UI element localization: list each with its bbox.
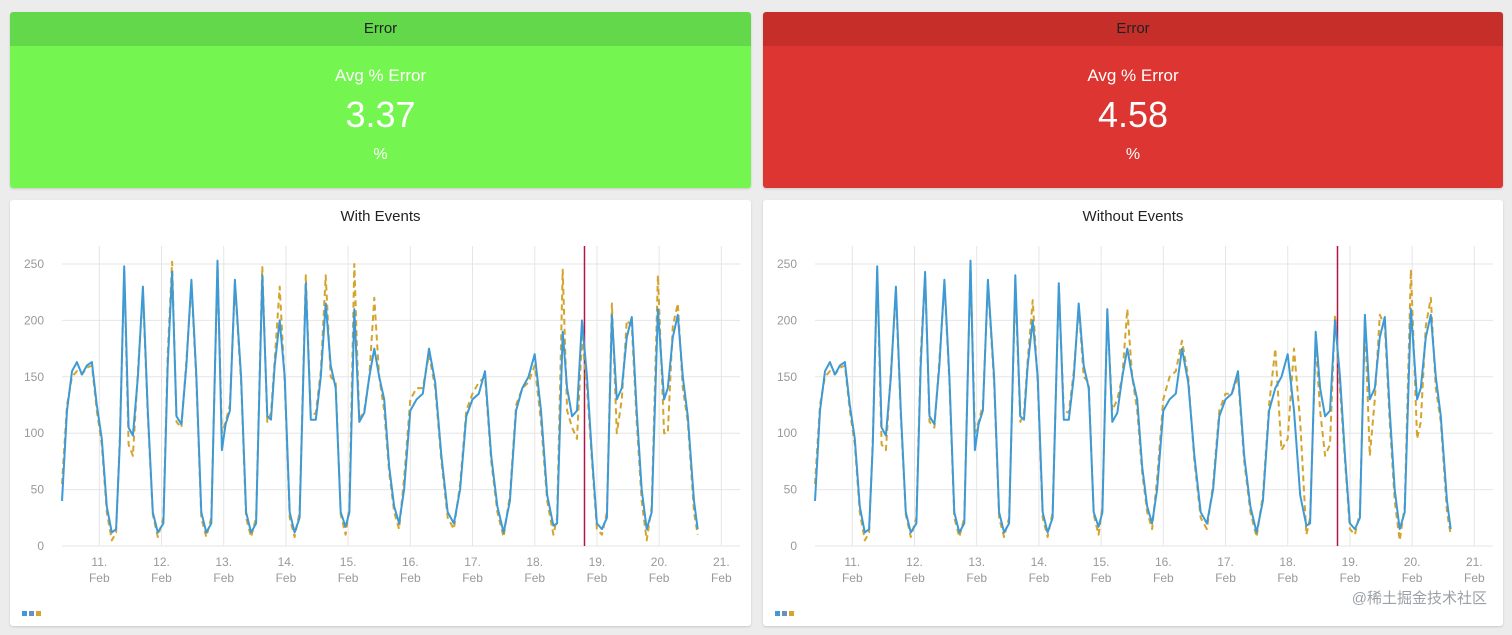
card-header: Error	[763, 12, 1503, 46]
x-tick-label-month: Feb	[1153, 571, 1174, 585]
x-tick-label: 18.	[1279, 555, 1296, 569]
card-body: Avg % Error 4.58 %	[763, 46, 1503, 188]
legend-dot-1[interactable]	[775, 611, 780, 616]
x-tick-label-month: Feb	[711, 571, 732, 585]
card-label: Avg % Error	[334, 66, 427, 85]
chart-svg: 0 50 100 150 200 250 11. Feb 12. Feb 13. Feb 14. Feb 1…	[24, 246, 740, 585]
x-tick-label-month: Feb	[1464, 571, 1485, 585]
error-card-left: Error Avg % Error 3.37 %	[10, 12, 751, 188]
y-tick-label: 150	[24, 370, 44, 384]
x-tick-label-month: Feb	[213, 571, 234, 585]
x-tick-label: 15.	[340, 555, 357, 569]
series-line-solid	[61, 259, 699, 534]
x-tick-label-month: Feb	[1215, 571, 1236, 585]
x-tick-label-month: Feb	[904, 571, 925, 585]
y-tick-label: 50	[31, 483, 45, 497]
legend-dot-3[interactable]	[789, 611, 794, 616]
x-tick-label: 21.	[1466, 555, 1483, 569]
x-tick-label-month: Feb	[338, 571, 359, 585]
x-tick-label: 14.	[1031, 555, 1048, 569]
x-tick-label-month: Feb	[1402, 571, 1423, 585]
x-tick-label-month: Feb	[89, 571, 110, 585]
y-tick-label: 100	[777, 426, 797, 440]
chart-svg: 0 50 100 150 200 250 11. Feb 12. Feb 13. Feb 14. Feb 1…	[777, 246, 1493, 585]
x-tick-label: 17.	[464, 555, 481, 569]
x-tick-label: 16.	[1155, 555, 1172, 569]
y-tick-label: 0	[37, 539, 44, 553]
y-tick-label: 50	[784, 483, 798, 497]
x-tick-label: 19.	[1342, 555, 1359, 569]
x-tick-label-month: Feb	[966, 571, 987, 585]
card-label: Avg % Error	[1087, 66, 1179, 85]
x-tick-label: 14.	[278, 555, 295, 569]
y-tick-label: 0	[790, 539, 797, 553]
y-tick-label: 250	[777, 257, 797, 271]
card-body: Avg % Error 3.37 %	[10, 46, 751, 188]
series-line-solid	[814, 259, 1452, 534]
x-tick-label: 13.	[215, 555, 232, 569]
y-tick-label: 200	[777, 313, 797, 327]
y-tick-label: 200	[24, 313, 44, 327]
y-tick-label: 150	[777, 370, 797, 384]
error-card-right: Error Avg % Error 4.58 %	[763, 12, 1503, 188]
chart-title: With Events	[340, 208, 421, 225]
chart-without-events: Without Events 0 50 100 150 200 250 11. Feb 12. F…	[763, 200, 1503, 626]
card-value: 3.37	[345, 94, 416, 135]
x-tick-label-month: Feb	[524, 571, 545, 585]
x-tick-label-month: Feb	[151, 571, 172, 585]
x-tick-label: 18.	[526, 555, 543, 569]
x-tick-label-month: Feb	[1091, 571, 1112, 585]
card-header: Error	[10, 12, 751, 46]
series-line-dashed	[61, 260, 699, 542]
x-tick-label-month: Feb	[1340, 571, 1361, 585]
legend-dot-3[interactable]	[36, 611, 41, 616]
card-value: 4.58	[1097, 94, 1169, 135]
x-tick-label-month: Feb	[842, 571, 863, 585]
x-tick-label: 16.	[402, 555, 419, 569]
series-line-dashed	[814, 263, 1452, 542]
x-tick-label: 17.	[1217, 555, 1234, 569]
x-tick-label: 11.	[844, 555, 860, 569]
legend-dot-1[interactable]	[22, 611, 27, 616]
x-tick-label-month: Feb	[462, 571, 483, 585]
x-tick-label: 13.	[968, 555, 985, 569]
x-tick-label: 19.	[589, 555, 606, 569]
card-unit: %	[373, 146, 388, 163]
y-tick-label: 250	[24, 257, 44, 271]
legend-dot-2[interactable]	[782, 611, 787, 616]
watermark: @稀土掘金技术社区	[1351, 590, 1487, 607]
card-unit: %	[1125, 146, 1141, 163]
y-tick-label: 100	[24, 426, 44, 440]
x-tick-label-month: Feb	[276, 571, 297, 585]
x-tick-label-month: Feb	[400, 571, 421, 585]
x-tick-label: 15.	[1093, 555, 1110, 569]
legend-dot-2[interactable]	[29, 611, 34, 616]
x-tick-label-month: Feb	[1277, 571, 1298, 585]
x-tick-label-month: Feb	[649, 571, 670, 585]
x-tick-label: 20.	[1404, 555, 1421, 569]
x-tick-label: 20.	[651, 555, 668, 569]
x-tick-label: 21.	[713, 555, 730, 569]
chart-title: Without Events	[1082, 208, 1184, 225]
x-tick-label-month: Feb	[587, 571, 608, 585]
chart-with-events: With Events 0 50 100 150 200 250 11. Feb 12. Feb 1…	[10, 200, 751, 626]
x-tick-label: 12.	[153, 555, 170, 569]
x-tick-label: 11.	[91, 555, 107, 569]
legend[interactable]	[775, 611, 794, 616]
x-tick-label: 12.	[906, 555, 923, 569]
legend[interactable]	[22, 611, 41, 616]
x-tick-label-month: Feb	[1029, 571, 1050, 585]
